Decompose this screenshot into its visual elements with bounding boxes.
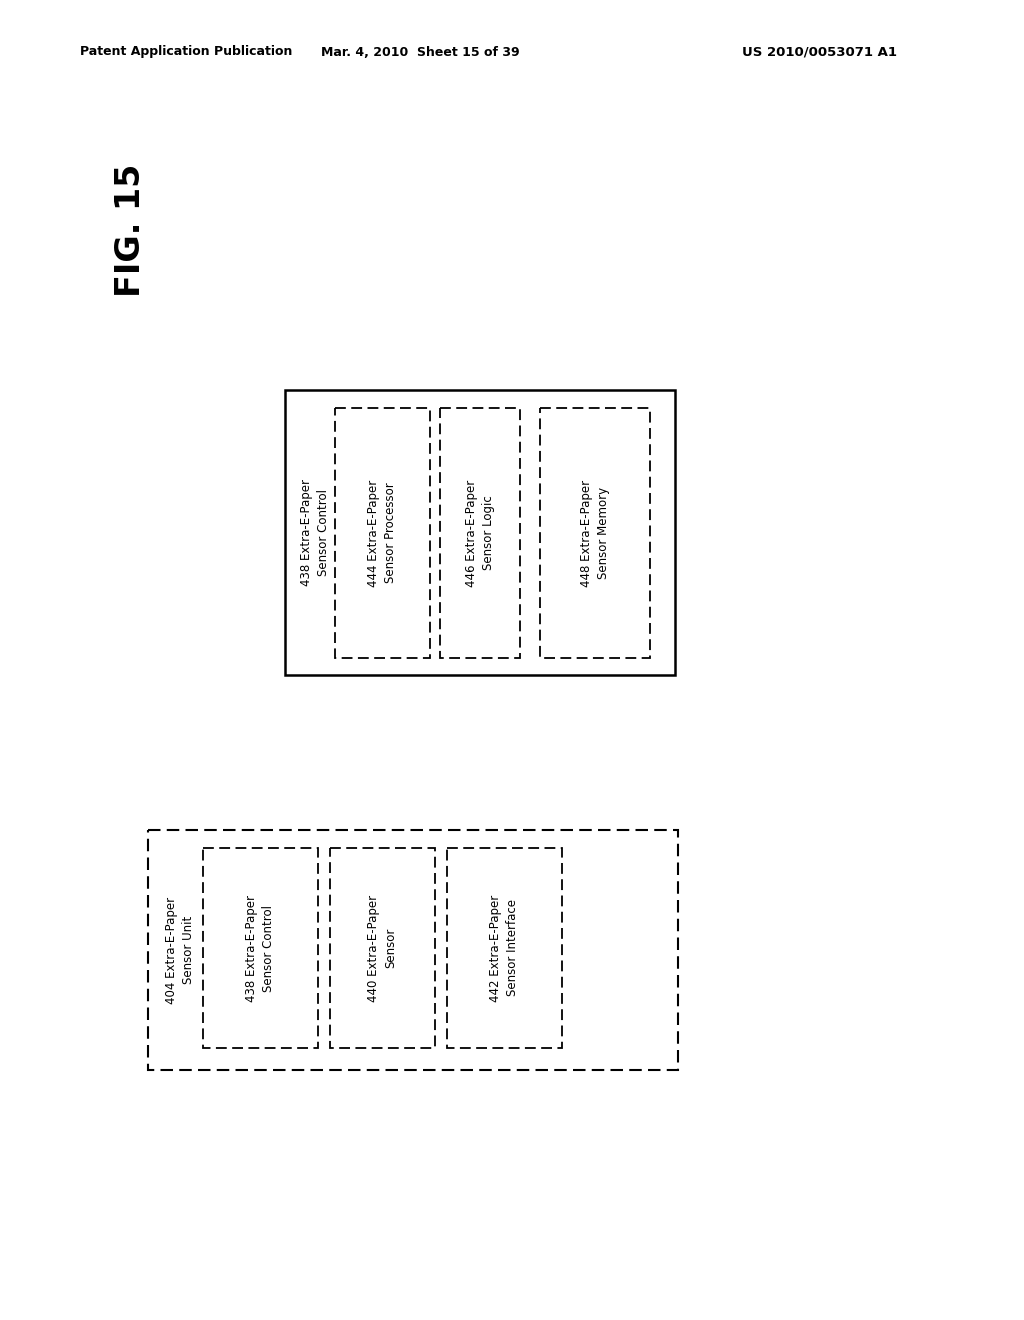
Text: Mar. 4, 2010  Sheet 15 of 39: Mar. 4, 2010 Sheet 15 of 39 bbox=[321, 45, 519, 58]
Text: 440 Extra-E-Paper
Sensor: 440 Extra-E-Paper Sensor bbox=[368, 895, 397, 1002]
Bar bbox=[540, 408, 650, 657]
Text: Patent Application Publication: Patent Application Publication bbox=[80, 45, 293, 58]
Text: 442 Extra-E-Paper
Sensor Interface: 442 Extra-E-Paper Sensor Interface bbox=[489, 895, 519, 1002]
Text: FIG. 15: FIG. 15 bbox=[114, 164, 146, 297]
Text: US 2010/0053071 A1: US 2010/0053071 A1 bbox=[742, 45, 897, 58]
Text: 446 Extra-E-Paper
Sensor Logic: 446 Extra-E-Paper Sensor Logic bbox=[465, 479, 495, 586]
Text: 438 Extra-E-Paper
Sensor Control: 438 Extra-E-Paper Sensor Control bbox=[300, 479, 330, 586]
Bar bbox=[447, 847, 562, 1048]
Bar bbox=[335, 408, 430, 657]
Text: 444 Extra-E-Paper
Sensor Processor: 444 Extra-E-Paper Sensor Processor bbox=[368, 479, 397, 586]
Bar bbox=[203, 847, 318, 1048]
Text: 448 Extra-E-Paper
Sensor Memory: 448 Extra-E-Paper Sensor Memory bbox=[580, 479, 610, 586]
Bar bbox=[148, 830, 678, 1071]
Bar bbox=[440, 408, 520, 657]
Text: 438 Extra-E-Paper
Sensor Control: 438 Extra-E-Paper Sensor Control bbox=[246, 895, 275, 1002]
Bar bbox=[285, 389, 675, 675]
Bar bbox=[330, 847, 435, 1048]
Text: 404 Extra-E-Paper
Sensor Unit: 404 Extra-E-Paper Sensor Unit bbox=[166, 896, 196, 1003]
